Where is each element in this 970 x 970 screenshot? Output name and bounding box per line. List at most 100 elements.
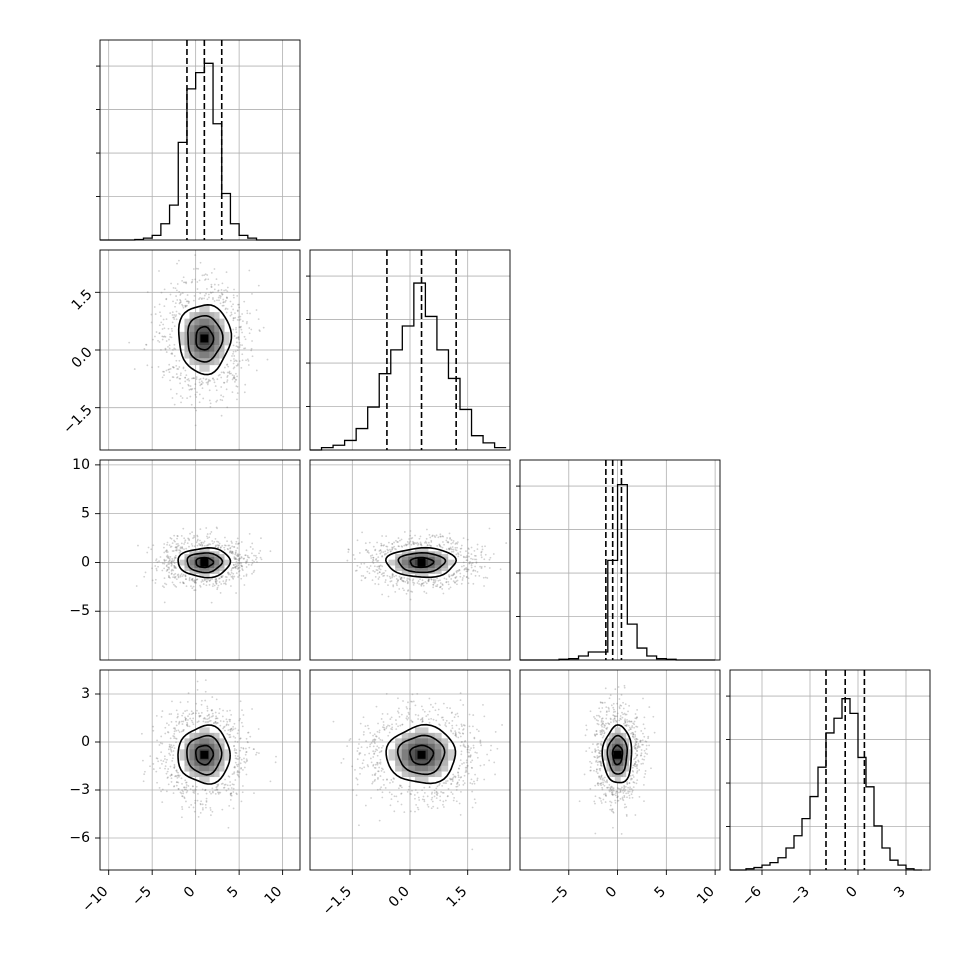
density-cell: [214, 568, 220, 572]
scatter-point: [155, 757, 158, 759]
scatter-point: [381, 791, 384, 794]
scatter-point: [600, 721, 603, 723]
scatter-point: [395, 728, 398, 731]
scatter-point: [425, 542, 428, 544]
scatter-point: [623, 684, 626, 687]
scatter-point: [196, 799, 199, 802]
scatter-point: [183, 728, 185, 731]
scatter-point: [235, 793, 238, 796]
scatter-point: [229, 728, 232, 731]
scatter-point: [470, 747, 472, 750]
scatter-point: [623, 786, 626, 788]
scatter-point: [161, 338, 164, 341]
scatter-point: [397, 725, 399, 728]
scatter-point: [635, 765, 638, 768]
scatter-point: [174, 775, 176, 778]
scatter-point: [618, 788, 621, 790]
scatter-point: [635, 741, 638, 744]
scatter-point: [180, 401, 182, 404]
scatter-point: [225, 576, 228, 579]
scatter-point: [179, 549, 182, 552]
scatter-point: [218, 373, 221, 376]
histogram-grid: [730, 670, 930, 870]
density-cell: [625, 738, 630, 745]
panel-frame: [309, 459, 511, 661]
scatter-point: [636, 749, 638, 752]
scatter-point: [609, 788, 612, 791]
scatter-point: [642, 743, 644, 746]
density-cell: [214, 754, 220, 761]
scatter-point: [443, 782, 446, 784]
density-cell: [441, 760, 449, 767]
scatter-point: [208, 580, 211, 582]
scatter-point: [236, 375, 238, 378]
scatter-point: [243, 766, 246, 769]
scatter-point: [448, 532, 451, 535]
scatter-point: [173, 539, 175, 542]
scatter-point: [161, 763, 163, 765]
scatter-point: [627, 724, 630, 727]
scatter-point: [392, 777, 395, 780]
scatter-point: [625, 815, 628, 817]
scatter-point: [244, 554, 247, 557]
scatter-point: [446, 780, 449, 782]
scatter-point: [451, 546, 454, 548]
density-cell: [209, 743, 215, 750]
scatter-point: [218, 299, 220, 302]
density-cell: [219, 765, 225, 772]
scatter-point: [178, 290, 181, 293]
scatter-point: [634, 814, 637, 816]
scatter-point: [236, 553, 239, 556]
scatter-point: [476, 543, 479, 546]
scatter-point: [601, 730, 603, 733]
scatter-point: [386, 551, 389, 554]
scatter-point: [600, 782, 602, 785]
scatter-point: [602, 735, 605, 737]
scatter-point: [614, 710, 617, 713]
scatter-point: [163, 755, 166, 758]
density-cell: [434, 749, 442, 756]
scatter-point: [609, 718, 612, 721]
scatter-point: [235, 751, 237, 754]
scatter-point: [403, 531, 406, 533]
scatter-point: [455, 800, 458, 803]
scatter-point: [602, 777, 604, 780]
scatter-point: [167, 783, 170, 786]
scatter-point: [420, 543, 423, 546]
scatter-point: [233, 747, 236, 750]
scatter-point: [432, 578, 435, 581]
scatter-point: [150, 321, 153, 324]
scatter-point: [226, 572, 229, 574]
scatter-point: [176, 535, 179, 537]
scatter-point: [234, 761, 237, 764]
scatter-point: [364, 753, 366, 756]
density-cell: [414, 760, 422, 767]
scatter-point: [636, 750, 638, 752]
scatter-point: [259, 556, 262, 559]
scatter-point: [391, 572, 394, 575]
scatter-point: [237, 336, 240, 339]
scatter-point: [479, 740, 482, 743]
scatter-point: [224, 301, 227, 303]
scatter-point: [240, 577, 243, 580]
scatter-point: [198, 378, 201, 381]
x-tick-label: −5: [546, 884, 572, 910]
scatter-point: [465, 568, 468, 571]
scatter-point: [173, 737, 176, 740]
scatter-point: [233, 375, 236, 377]
scatter-point: [216, 586, 219, 589]
scatter-point: [599, 762, 602, 765]
scatter-point: [379, 549, 382, 552]
scatter-point: [246, 358, 249, 361]
scatter-point: [179, 377, 182, 380]
scatter-point: [644, 740, 647, 743]
scatter-point: [226, 540, 228, 543]
density-cell: [204, 554, 210, 558]
scatter-point: [176, 545, 179, 548]
scatter-point: [236, 392, 239, 395]
scatter-point: [181, 387, 184, 389]
scatter-point: [413, 794, 416, 796]
density-cell: [209, 351, 215, 359]
scatter-point: [240, 541, 243, 543]
density-cell: [447, 754, 455, 761]
